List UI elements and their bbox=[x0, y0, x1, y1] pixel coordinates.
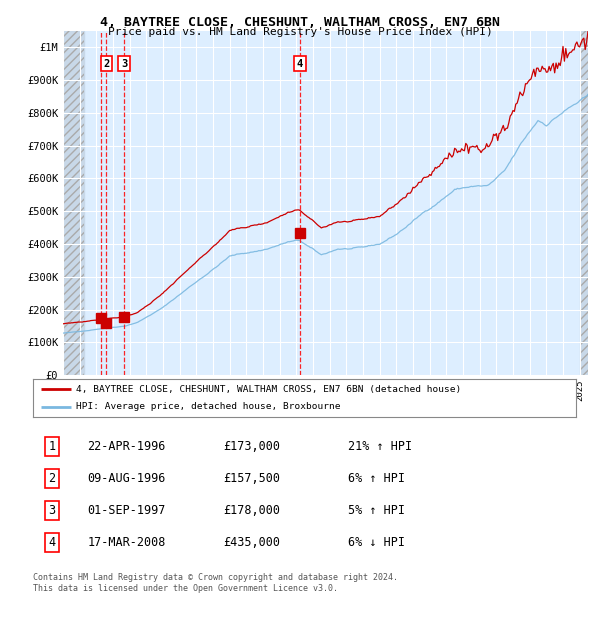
Text: 6% ↓ HPI: 6% ↓ HPI bbox=[348, 536, 405, 549]
Text: 5% ↑ HPI: 5% ↑ HPI bbox=[348, 504, 405, 517]
Text: 4: 4 bbox=[296, 59, 303, 69]
Text: Contains HM Land Registry data © Crown copyright and database right 2024.
This d: Contains HM Land Registry data © Crown c… bbox=[33, 574, 398, 593]
Text: 01-SEP-1997: 01-SEP-1997 bbox=[88, 504, 166, 517]
Bar bbox=[580, 31, 588, 375]
Text: 09-AUG-1996: 09-AUG-1996 bbox=[88, 472, 166, 485]
Text: 4: 4 bbox=[49, 536, 56, 549]
Text: 21% ↑ HPI: 21% ↑ HPI bbox=[348, 440, 412, 453]
Text: Price paid vs. HM Land Registry's House Price Index (HPI): Price paid vs. HM Land Registry's House … bbox=[107, 27, 493, 37]
Text: £178,000: £178,000 bbox=[223, 504, 280, 517]
Bar bbox=[63, 31, 84, 375]
Text: HPI: Average price, detached house, Broxbourne: HPI: Average price, detached house, Brox… bbox=[76, 402, 341, 411]
Text: 3: 3 bbox=[49, 504, 56, 517]
Bar bbox=[580, 31, 588, 375]
Text: 4, BAYTREE CLOSE, CHESHUNT, WALTHAM CROSS, EN7 6BN (detached house): 4, BAYTREE CLOSE, CHESHUNT, WALTHAM CROS… bbox=[76, 385, 461, 394]
Text: 22-APR-1996: 22-APR-1996 bbox=[88, 440, 166, 453]
Text: 17-MAR-2008: 17-MAR-2008 bbox=[88, 536, 166, 549]
Text: 2: 2 bbox=[103, 59, 110, 69]
Text: 2: 2 bbox=[49, 472, 56, 485]
Text: £435,000: £435,000 bbox=[223, 536, 280, 549]
Bar bbox=[63, 31, 84, 375]
Text: 4, BAYTREE CLOSE, CHESHUNT, WALTHAM CROSS, EN7 6BN: 4, BAYTREE CLOSE, CHESHUNT, WALTHAM CROS… bbox=[100, 16, 500, 29]
Text: 6% ↑ HPI: 6% ↑ HPI bbox=[348, 472, 405, 485]
Text: 1: 1 bbox=[49, 440, 56, 453]
Text: £157,500: £157,500 bbox=[223, 472, 280, 485]
Text: £173,000: £173,000 bbox=[223, 440, 280, 453]
Text: 3: 3 bbox=[121, 59, 127, 69]
